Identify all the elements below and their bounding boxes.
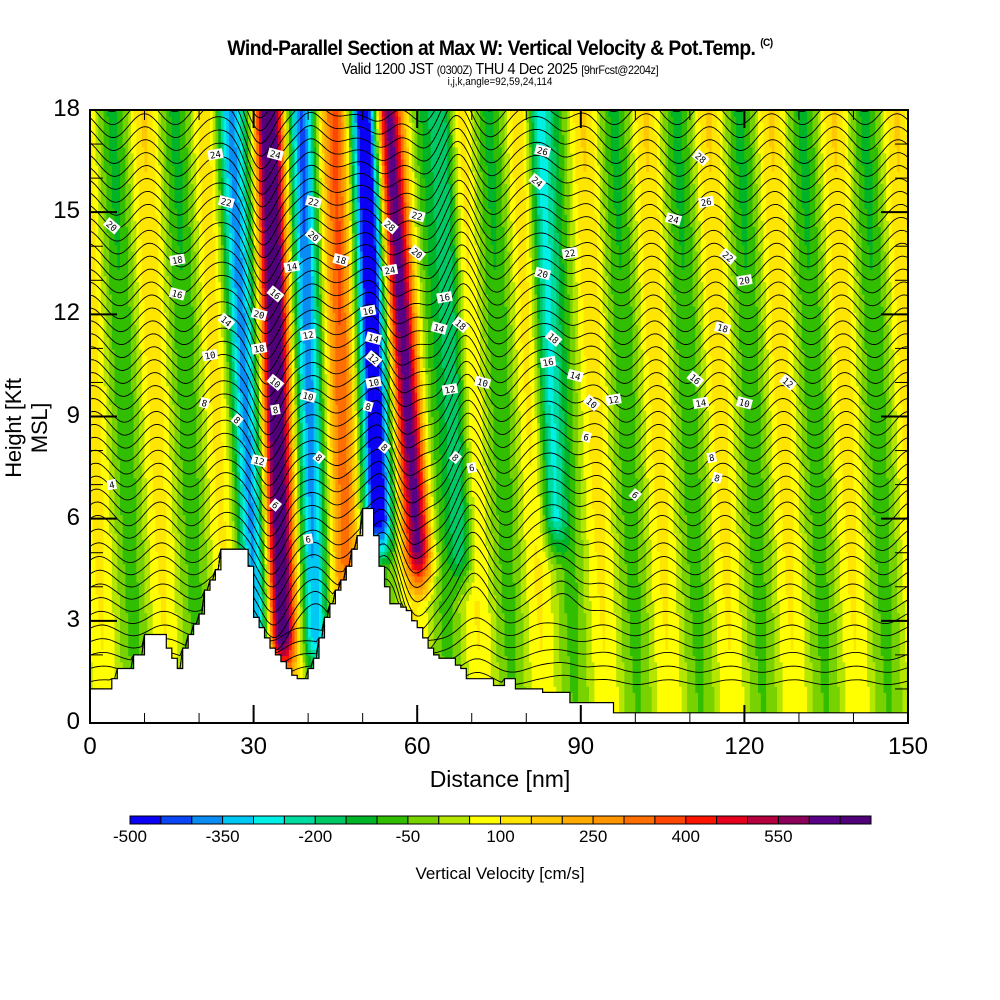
cross-section-plot: 2422201816141088424161820108126142220121… bbox=[0, 0, 1000, 1000]
